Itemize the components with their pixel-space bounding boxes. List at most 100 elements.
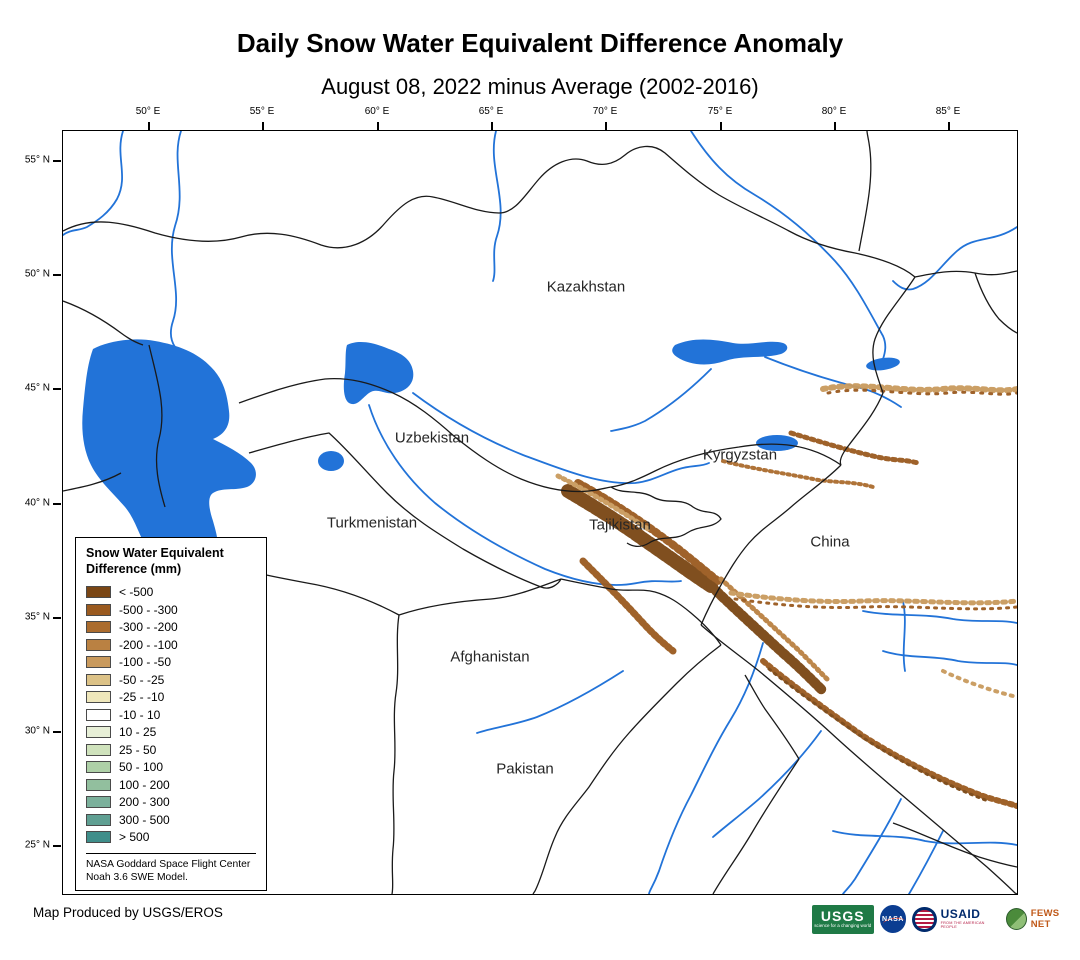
usgs-logo-tagline: science for a changing world [814, 922, 872, 928]
lat-tick-label: 45° N [24, 382, 50, 394]
legend-title-line1: Snow Water Equivalent [86, 546, 224, 560]
legend-row: -50 - -25 [86, 671, 256, 689]
lat-tick-label: 55° N [24, 154, 50, 166]
border-ne-corner [974, 272, 1017, 334]
legend-swatch [86, 691, 111, 703]
border-turkmenistan-uzbekistan [248, 432, 562, 589]
legend-swatch [86, 603, 111, 616]
map-label-pakistan: Pakistan [496, 760, 554, 778]
anomaly-kunlun [728, 590, 1017, 606]
river [892, 226, 1017, 291]
anomaly-pamir-mid [574, 479, 722, 585]
legend-label: < -500 [119, 585, 154, 599]
legend-label: 100 - 200 [119, 777, 170, 792]
legend-swatch [86, 638, 111, 651]
anomaly-hindukush [579, 557, 677, 655]
lon-tick-label: 60° E [364, 106, 390, 117]
legend-swatch [86, 673, 111, 686]
legend-label: 10 - 25 [119, 725, 157, 739]
river [169, 131, 182, 348]
legend-row: -100 - -50 [86, 653, 256, 671]
legend-swatch [86, 621, 111, 633]
legend-row: -200 - -100 [86, 636, 256, 654]
usgs-logo-text: USGS [820, 907, 865, 924]
river [63, 131, 124, 236]
legend-swatch [86, 813, 111, 826]
legend-label: -25 - -10 [119, 690, 165, 704]
border-kyrgyzstan-china-tajikistan [700, 464, 842, 626]
page-title: Daily Snow Water Equivalent Difference A… [236, 28, 844, 58]
river [492, 131, 502, 282]
legend-swatch [86, 743, 111, 756]
lat-tick [53, 274, 61, 276]
legend-items: < -500 -500 - -300 -300 - -200 -200 - -1… [86, 583, 256, 846]
lat-tick-label: 35° N [24, 611, 50, 623]
anomaly-himalaya [760, 658, 1017, 809]
legend-row: -500 - -300 [86, 601, 256, 619]
river [648, 642, 764, 894]
legend-row: 50 - 100 [86, 758, 256, 776]
lakes-layer [82, 339, 900, 581]
lon-tick [720, 122, 722, 130]
legend-row: 100 - 200 [86, 776, 256, 794]
river [842, 798, 902, 894]
anomaly-tianshan-east [820, 383, 1017, 394]
usgs-logo: USGS science for a changing world [812, 904, 874, 934]
legend-swatch [86, 796, 111, 808]
caspian-sea [82, 339, 256, 581]
legend-label: 300 - 500 [119, 812, 170, 827]
legend-label: -100 - -50 [119, 655, 172, 669]
nasa-logo-text: NASA [882, 915, 904, 923]
lat-tick-label: 30° N [24, 725, 50, 737]
river [862, 610, 1017, 624]
legend-label: -50 - -25 [119, 672, 165, 687]
map-svg [63, 131, 1017, 894]
legend-row: 200 - 300 [86, 793, 256, 811]
anomaly-dzungaria [788, 430, 921, 466]
legend-swatch [86, 726, 111, 738]
border-azerbaijan-iran [63, 472, 122, 492]
map-label-kazakhstan: Kazakhstan [546, 278, 626, 296]
legend-swatch [86, 831, 111, 843]
borders-layer [63, 131, 1017, 894]
river [368, 404, 682, 586]
border-iran-turkmenistan-afghanistan [212, 560, 562, 616]
usaid-logo-tagline: FROM THE AMERICAN PEOPLE [940, 921, 985, 929]
usaid-logo-textblock: USAID FROM THE AMERICAN PEOPLE [941, 908, 1000, 930]
fewsnet-globe-icon [1005, 908, 1027, 930]
legend-label: -300 - -200 [119, 620, 178, 634]
legend-row: -300 - -200 [86, 618, 256, 636]
usaid-logo-text: USAID [940, 907, 981, 922]
logo-strip: USGS science for a changing world NASA U… [812, 902, 1080, 936]
legend-row: 25 - 50 [86, 741, 256, 759]
lon-tick [605, 122, 607, 130]
legend-swatch [86, 656, 111, 668]
lon-tick [491, 122, 493, 130]
lat-tick [53, 845, 61, 847]
fewsnet-logo: FEWS NET [1005, 908, 1080, 930]
legend-swatch [86, 778, 111, 791]
usaid-seal-icon [912, 906, 937, 932]
legend-label: > 500 [119, 830, 150, 844]
river [908, 830, 944, 894]
lon-tick-label: 55° E [249, 106, 275, 117]
river [610, 368, 712, 432]
legend-label: -200 - -100 [119, 637, 178, 652]
legend-row: -10 - 10 [86, 706, 256, 724]
legend-source-note: NASA Goddard Space Flight Center Noah 3.… [86, 852, 256, 885]
map-credit: Map Produced by USGS/EROS [33, 905, 223, 920]
lon-tick [834, 122, 836, 130]
legend-title: Snow Water Equivalent Difference (mm) [86, 546, 256, 577]
lon-tick [377, 122, 379, 130]
anomaly-layer [555, 383, 1017, 809]
lon-tick-label: 80° E [821, 106, 847, 117]
legend-note-line1: NASA Goddard Space Flight Center [86, 858, 251, 870]
legend-swatch [86, 708, 111, 721]
anomaly-kyrgyz-range [721, 459, 875, 489]
nasa-logo: NASA [879, 905, 907, 933]
river [690, 131, 887, 360]
legend-title-line2: Difference (mm) [86, 561, 182, 576]
lon-tick [148, 122, 150, 130]
lon-tick-label: 70° E [592, 106, 618, 117]
lon-tick-label: 50° E [135, 106, 161, 117]
